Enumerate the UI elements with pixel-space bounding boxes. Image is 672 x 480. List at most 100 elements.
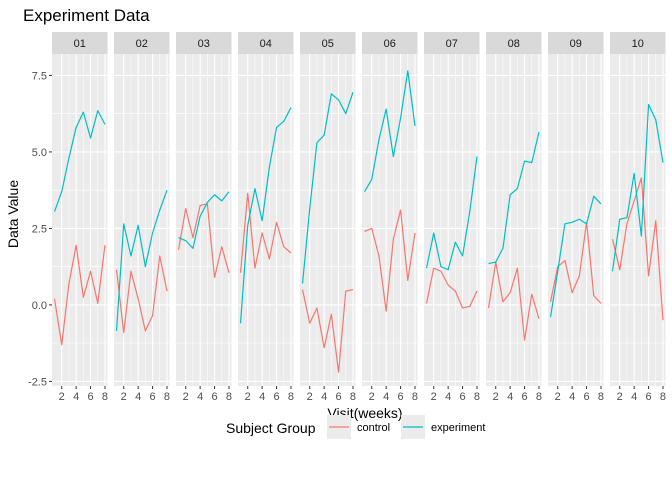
series-line-control xyxy=(301,289,354,373)
panel-background xyxy=(610,54,666,386)
facet-strip-label: 08 xyxy=(508,38,520,50)
series-line-experiment xyxy=(488,131,540,265)
facet-panel-01: 01 2 4 6 8 xyxy=(52,32,108,403)
facet-strip xyxy=(300,32,356,54)
y-axis-title: Data Value xyxy=(5,180,21,248)
series-line-experiment xyxy=(301,92,354,284)
panel-background xyxy=(424,54,480,386)
facet-strip xyxy=(610,32,666,54)
facet-strip-label: 03 xyxy=(198,38,210,50)
series-line-experiment xyxy=(239,107,292,324)
facet-strip xyxy=(486,32,542,54)
x-tick-label: 2 xyxy=(245,391,251,403)
x-tick-label: 6 xyxy=(149,391,155,403)
x-tick-label: 4 xyxy=(197,391,203,403)
series-line-control xyxy=(177,203,230,278)
x-tick-label: 4 xyxy=(321,391,327,403)
facet-strip xyxy=(52,32,108,54)
x-tick-label: 2 xyxy=(369,391,375,403)
x-tick-label: 8 xyxy=(288,391,294,403)
x-tick-label: 4 xyxy=(507,391,513,403)
x-tick-label: 6 xyxy=(87,391,93,403)
x-tick-label: 6 xyxy=(273,391,279,403)
x-tick-label: 4 xyxy=(73,391,79,403)
series-line-control xyxy=(115,255,168,334)
x-tick-label: 8 xyxy=(412,391,418,403)
x-tick-label: 2 xyxy=(59,391,65,403)
x-tick-label: 2 xyxy=(493,391,499,403)
facet-strip-label: 06 xyxy=(384,38,396,50)
series-line-experiment xyxy=(115,189,168,331)
series-line-control xyxy=(53,244,106,346)
x-tick-label: 4 xyxy=(445,391,451,403)
facet-strip xyxy=(176,32,232,54)
x-tick-label: 8 xyxy=(598,391,604,403)
x-tick-label: 2 xyxy=(555,391,561,403)
series-line-experiment xyxy=(611,103,664,272)
x-tick-label: 6 xyxy=(645,391,651,403)
legend: Subject Group control experiment xyxy=(226,415,485,439)
x-tick-label: 6 xyxy=(211,391,217,403)
x-tick-label: 6 xyxy=(583,391,589,403)
facet-strip-label: 10 xyxy=(632,38,644,50)
series-line-control xyxy=(239,192,292,273)
panel-background xyxy=(548,54,604,386)
x-tick-label: 6 xyxy=(335,391,341,403)
x-tick-label: 2 xyxy=(431,391,437,403)
series-line-experiment xyxy=(178,191,230,249)
y-axis: -2.5 0.0 2.5 5.0 7.5 xyxy=(28,70,52,388)
x-tick-label: 8 xyxy=(660,391,666,403)
x-tick-label: 6 xyxy=(521,391,527,403)
x-tick-label: 6 xyxy=(459,391,465,403)
series-line-experiment xyxy=(53,110,106,212)
panel-background xyxy=(486,54,542,386)
facet-strip xyxy=(238,32,294,54)
facet-strip-label: 09 xyxy=(570,38,582,50)
series-line-experiment xyxy=(549,195,602,318)
facet-strip-label: 01 xyxy=(74,38,86,50)
x-tick-label: 8 xyxy=(102,391,108,403)
facet-panel-10: 10 2 4 6 8 xyxy=(610,32,666,403)
facet-panel-08: 08 2 4 6 8 xyxy=(486,32,542,403)
facet-panel-04: 04 2 4 6 8 xyxy=(238,32,294,403)
series-line-control xyxy=(487,261,540,341)
x-tick-label: 8 xyxy=(226,391,232,403)
x-tick-label: 4 xyxy=(259,391,265,403)
legend-label-control: control xyxy=(357,422,390,434)
y-tick-label: 5.0 xyxy=(32,147,47,159)
x-tick-label: 2 xyxy=(121,391,127,403)
facet-panel-06: 06 2 4 6 8 xyxy=(362,32,418,403)
x-tick-label: 4 xyxy=(631,391,637,403)
x-tick-label: 8 xyxy=(164,391,170,403)
x-tick-label: 6 xyxy=(397,391,403,403)
legend-label-experiment: experiment xyxy=(431,422,485,434)
facet-panel-09: 09 2 4 6 8 xyxy=(548,32,604,403)
facet-strip-label: 07 xyxy=(446,38,458,50)
x-tick-label: 4 xyxy=(135,391,141,403)
series-line-experiment xyxy=(425,156,478,271)
panel-background xyxy=(362,54,418,386)
y-tick-label: -2.5 xyxy=(28,376,47,388)
x-tick-label: 2 xyxy=(183,391,189,403)
y-tick-label: 2.5 xyxy=(32,223,47,235)
x-tick-label: 8 xyxy=(474,391,480,403)
panel-background xyxy=(114,54,170,386)
panel-background xyxy=(238,54,294,386)
x-tick-label: 8 xyxy=(350,391,356,403)
y-tick-label: 0.0 xyxy=(32,300,47,312)
x-tick-label: 2 xyxy=(307,391,313,403)
facet-strip-label: 05 xyxy=(322,38,334,50)
x-tick-label: 8 xyxy=(536,391,542,403)
facet-panel-07: 07 2 4 6 8 xyxy=(424,32,480,403)
facet-panel-03: 03 2 4 6 8 xyxy=(176,32,232,403)
facet-panel-02: 02 2 4 6 8 xyxy=(114,32,170,403)
series-line-control xyxy=(611,177,664,321)
facet-panel-05: 05 2 4 6 8 xyxy=(300,32,356,403)
y-tick-label: 7.5 xyxy=(32,70,47,82)
legend-title: Subject Group xyxy=(226,420,316,436)
facet-strip xyxy=(424,32,480,54)
x-tick-label: 4 xyxy=(383,391,389,403)
facet-strip xyxy=(362,32,418,54)
